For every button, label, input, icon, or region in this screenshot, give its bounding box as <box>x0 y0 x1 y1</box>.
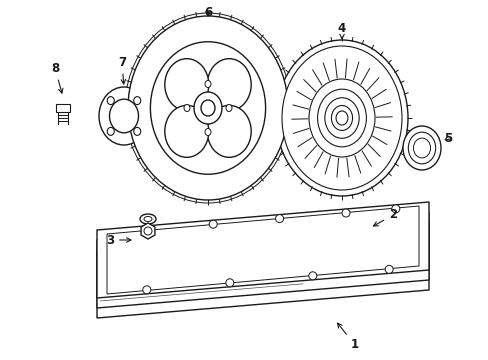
Text: 3: 3 <box>106 234 131 247</box>
Ellipse shape <box>209 220 217 228</box>
Ellipse shape <box>164 59 208 111</box>
Ellipse shape <box>109 99 138 133</box>
Ellipse shape <box>99 87 149 145</box>
Ellipse shape <box>225 279 233 287</box>
Ellipse shape <box>308 272 316 280</box>
Ellipse shape <box>407 132 435 164</box>
Ellipse shape <box>164 105 208 157</box>
Ellipse shape <box>194 92 222 124</box>
Text: 5: 5 <box>443 131 451 144</box>
Polygon shape <box>97 202 428 298</box>
Ellipse shape <box>134 96 141 105</box>
Ellipse shape <box>143 216 152 221</box>
Text: 6: 6 <box>203 5 212 18</box>
Ellipse shape <box>275 40 407 196</box>
Ellipse shape <box>143 227 152 235</box>
Ellipse shape <box>204 81 210 87</box>
Ellipse shape <box>391 205 399 213</box>
Ellipse shape <box>142 286 150 294</box>
Bar <box>56 104 70 112</box>
Ellipse shape <box>385 265 392 273</box>
Ellipse shape <box>204 129 210 135</box>
Ellipse shape <box>201 100 215 116</box>
Polygon shape <box>97 212 428 308</box>
Ellipse shape <box>134 127 141 135</box>
Text: 7: 7 <box>118 55 126 84</box>
Text: 1: 1 <box>337 323 358 351</box>
Ellipse shape <box>317 89 366 147</box>
Ellipse shape <box>275 215 283 222</box>
Polygon shape <box>107 206 418 294</box>
Text: 2: 2 <box>373 208 396 226</box>
Ellipse shape <box>308 79 374 157</box>
Ellipse shape <box>282 46 401 190</box>
Ellipse shape <box>125 13 290 203</box>
Ellipse shape <box>335 111 347 125</box>
Ellipse shape <box>402 126 440 170</box>
Ellipse shape <box>207 59 251 111</box>
Ellipse shape <box>413 138 429 158</box>
Ellipse shape <box>128 16 287 200</box>
Text: 4: 4 <box>337 22 346 39</box>
Ellipse shape <box>142 226 150 234</box>
Ellipse shape <box>324 98 358 138</box>
Ellipse shape <box>207 105 251 157</box>
Ellipse shape <box>341 209 349 217</box>
Ellipse shape <box>331 105 352 130</box>
Polygon shape <box>141 223 155 239</box>
Ellipse shape <box>183 104 190 112</box>
Ellipse shape <box>225 104 231 112</box>
Ellipse shape <box>107 96 114 105</box>
Ellipse shape <box>107 127 114 135</box>
Polygon shape <box>97 222 428 318</box>
Ellipse shape <box>150 42 265 174</box>
Ellipse shape <box>140 214 156 224</box>
Text: 8: 8 <box>51 62 63 93</box>
